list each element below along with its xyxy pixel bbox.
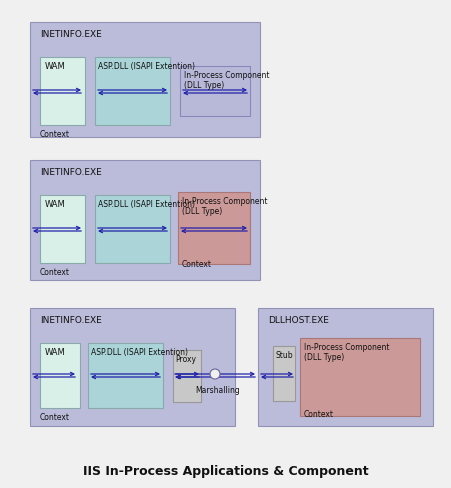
Text: DLLHOST.EXE: DLLHOST.EXE xyxy=(268,316,329,325)
Text: ASP.DLL (ISAPI Extention): ASP.DLL (ISAPI Extention) xyxy=(91,348,188,357)
Bar xyxy=(178,192,250,264)
Text: WAM: WAM xyxy=(45,62,66,71)
Bar xyxy=(258,308,433,426)
Text: INETINFO.EXE: INETINFO.EXE xyxy=(40,30,102,39)
Bar xyxy=(30,22,260,137)
Text: Marshalling: Marshalling xyxy=(195,386,240,395)
Text: Context: Context xyxy=(40,130,70,139)
Bar xyxy=(88,343,163,408)
Text: Context: Context xyxy=(40,268,70,277)
Text: INETINFO.EXE: INETINFO.EXE xyxy=(40,316,102,325)
Bar xyxy=(40,343,80,408)
Bar xyxy=(300,338,420,416)
Text: In-Process Component
(DLL Type): In-Process Component (DLL Type) xyxy=(182,197,267,216)
Text: Context: Context xyxy=(40,413,70,422)
Bar xyxy=(30,160,260,280)
Bar xyxy=(273,346,295,401)
Text: INETINFO.EXE: INETINFO.EXE xyxy=(40,168,102,177)
Circle shape xyxy=(210,369,220,379)
Text: Context: Context xyxy=(182,260,212,269)
Text: Context: Context xyxy=(304,410,334,419)
Text: In-Process Component
(DLL Type): In-Process Component (DLL Type) xyxy=(304,343,390,363)
Bar xyxy=(40,57,85,125)
Bar xyxy=(173,350,201,402)
Text: Proxy: Proxy xyxy=(175,355,196,364)
Text: ASP.DLL (ISAPI Extention): ASP.DLL (ISAPI Extention) xyxy=(98,200,195,209)
Text: ASP.DLL (ISAPI Extention): ASP.DLL (ISAPI Extention) xyxy=(98,62,195,71)
Bar xyxy=(40,195,85,263)
Bar xyxy=(95,57,170,125)
Text: IIS In-Process Applications & Component: IIS In-Process Applications & Component xyxy=(83,465,368,478)
Text: Stub: Stub xyxy=(275,351,293,360)
Text: In-Process Component
(DLL Type): In-Process Component (DLL Type) xyxy=(184,71,270,90)
Text: WAM: WAM xyxy=(45,348,66,357)
Bar xyxy=(95,195,170,263)
Bar xyxy=(180,66,250,116)
Bar xyxy=(30,308,235,426)
Text: WAM: WAM xyxy=(45,200,66,209)
